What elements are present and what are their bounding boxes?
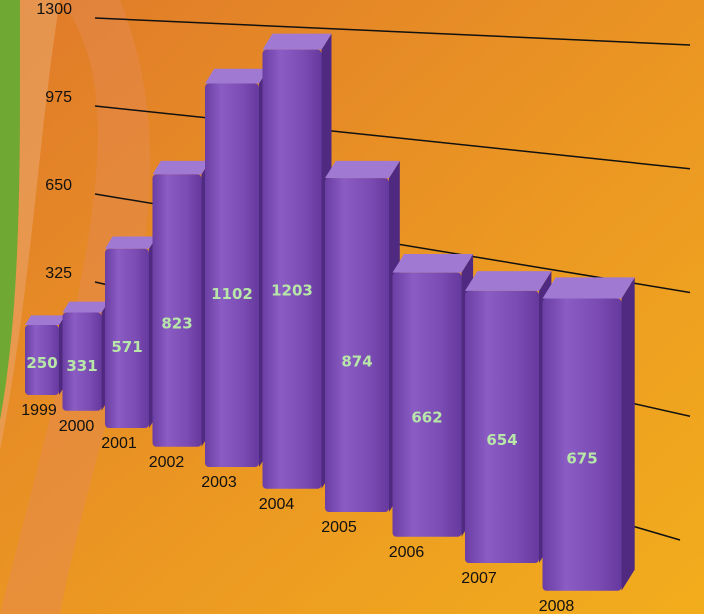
- bar-top: [62, 301, 109, 313]
- x-tick-label: 2000: [59, 418, 95, 435]
- bar: [205, 83, 259, 467]
- y-tick-label: 325: [45, 265, 72, 282]
- bar-top: [325, 160, 400, 179]
- data-label: 675: [566, 450, 597, 468]
- bar: [465, 290, 539, 563]
- bar: [325, 178, 389, 512]
- bar: [105, 248, 149, 428]
- y-tick-label: 1300: [36, 1, 72, 18]
- bar-side: [621, 277, 635, 591]
- data-label: 823: [161, 315, 192, 333]
- x-tick-label: 2004: [259, 496, 295, 513]
- bar-top: [205, 68, 269, 84]
- bar: [392, 272, 462, 537]
- x-tick-label: 2001: [101, 435, 137, 452]
- bar-top: [25, 315, 65, 325]
- bar-top: [105, 236, 157, 249]
- y-tick-label: 650: [45, 177, 72, 194]
- x-tick-label: 2007: [461, 570, 497, 587]
- x-tick-label: 2003: [201, 474, 237, 491]
- data-label: 1102: [211, 285, 253, 303]
- x-tick-label: 2005: [321, 519, 357, 536]
- bar: [25, 325, 59, 395]
- grid-line: [94, 105, 691, 170]
- bar-top: [262, 33, 332, 50]
- grid-line: [94, 17, 691, 46]
- data-label: 654: [486, 431, 517, 449]
- green-strip: [0, 0, 21, 420]
- data-label: 250: [26, 354, 57, 372]
- y-tick-label: 975: [45, 89, 72, 106]
- swirl: [0, 0, 151, 614]
- x-tick-label: 1999: [21, 402, 57, 419]
- data-label: 331: [66, 357, 97, 375]
- bar: [62, 312, 102, 411]
- bars: 250 1999 331 2000 571 2001 823 2002 1102 2003 1203…: [21, 33, 635, 614]
- data-label: 571: [111, 338, 142, 356]
- bar: [152, 174, 202, 447]
- bar-top: [542, 277, 635, 299]
- x-tick-label: 2008: [539, 598, 575, 614]
- x-tick-label: 2006: [389, 544, 425, 561]
- bar: [542, 298, 622, 591]
- data-label: 874: [341, 352, 372, 370]
- x-tick-label: 2002: [149, 454, 185, 471]
- bar-top: [465, 271, 552, 291]
- bar-top: [152, 160, 210, 175]
- bar-top: [392, 254, 474, 273]
- data-label: 1203: [271, 282, 313, 300]
- bar: [262, 49, 322, 489]
- data-label: 662: [411, 408, 442, 426]
